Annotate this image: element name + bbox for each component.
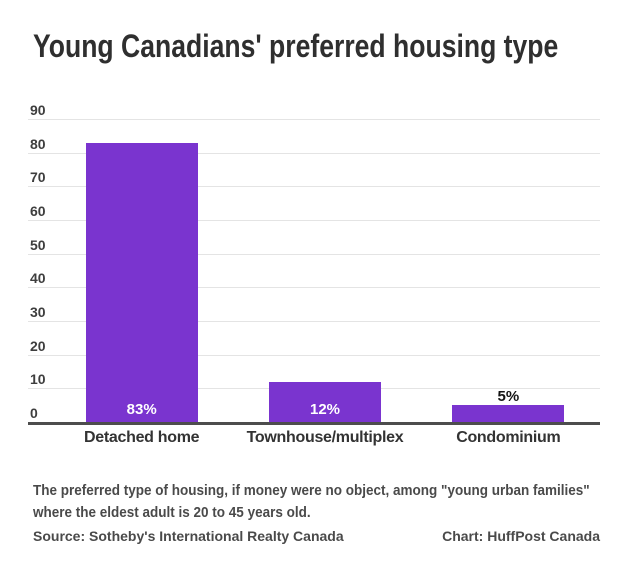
y-tick-label-10: 10: [30, 371, 46, 388]
x-category-label: Condominium: [456, 429, 561, 446]
y-tick-label-50: 50: [30, 236, 46, 253]
bar-value-label: 83%: [126, 401, 157, 418]
y-tick-label-30: 30: [30, 304, 46, 320]
bar-value-label: 5%: [497, 388, 520, 406]
gridline-30: [28, 321, 600, 322]
gridline-20: [28, 354, 600, 356]
chart-title: Young Canadians' preferred housing type: [33, 28, 559, 64]
y-tick-label-90: 90: [30, 102, 46, 118]
gridline-70: [28, 186, 600, 188]
y-tick-label-80: 80: [30, 135, 46, 152]
chart-description: The preferred type of housing, if money …: [33, 482, 590, 521]
bar-condominium: [452, 405, 565, 422]
source-row: Source: Sotheby's International Realty C…: [33, 528, 600, 544]
x-category-label: Detached home: [84, 429, 200, 446]
y-tick-label-20: 20: [30, 337, 46, 354]
x-axis-baseline: [28, 422, 600, 425]
bar-value-label: 12%: [309, 401, 341, 418]
gridline-50: [28, 253, 600, 255]
bar-detached-home: [85, 142, 198, 422]
y-tick-label-0: 0: [30, 405, 38, 421]
gridline-90: [28, 119, 600, 120]
gridline-80: [28, 152, 600, 154]
gridline-40: [28, 287, 600, 289]
y-tick-label-40: 40: [30, 270, 46, 287]
x-category-label: Townhouse/multiplex: [246, 429, 404, 446]
y-tick-label-70: 70: [30, 169, 46, 186]
source-credit: Source: Sotheby's International Realty C…: [33, 528, 344, 544]
chart-credit: Chart: HuffPost Canada: [442, 528, 600, 544]
y-tick-label-60: 60: [30, 203, 46, 219]
gridline-60: [28, 220, 600, 221]
bar-townhouse-multiplex: [269, 381, 381, 422]
